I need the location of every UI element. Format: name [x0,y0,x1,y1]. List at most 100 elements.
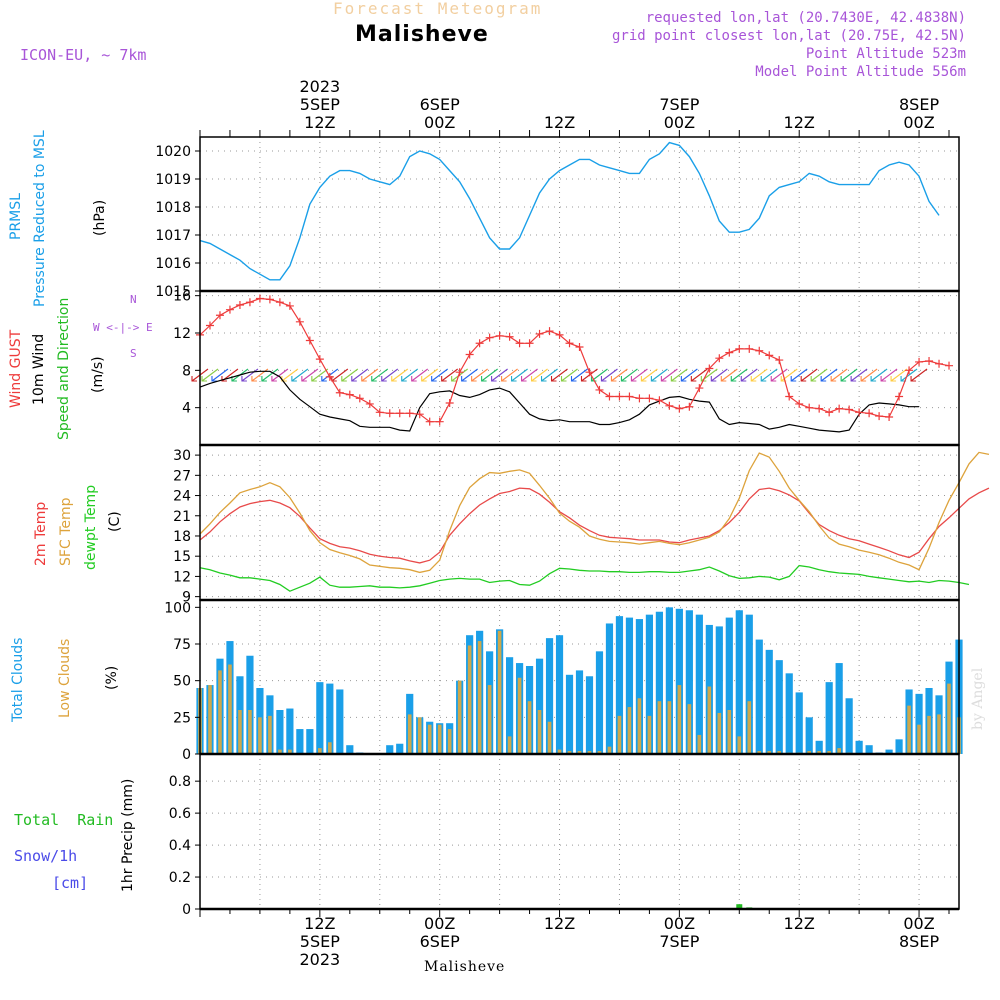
total-clouds-bar [685,610,693,754]
low-clouds-bar [527,701,532,754]
low-clouds-bar [947,683,951,754]
wind-direction-arrowhead [301,376,307,382]
y-tick-label: 24 [173,489,191,505]
wind-direction-arrowhead [441,376,447,382]
wind-direction-arrow [611,368,628,382]
total-clouds-bar [605,623,614,754]
total-clouds-bar [745,614,753,754]
total-clouds-bar [296,729,304,754]
y-tick-label: 9 [182,590,191,606]
wind-gust-marker [275,298,284,307]
wind-direction-arrow [890,368,908,382]
wind-direction-arrow [840,368,858,382]
wind-gust-marker [725,348,734,357]
wind-direction-arrowhead [670,376,677,382]
y-tick-label: 21 [173,509,191,525]
wind-gust-marker [775,356,784,365]
y-tick-label: 0.4 [169,838,191,854]
wind-gust-line [199,297,950,423]
low-clouds-bar [238,710,242,754]
time-label: 6SEP [420,95,460,114]
prmsl-line [199,141,940,281]
wind-gust-marker [895,392,904,401]
total-clouds-bar [865,745,873,754]
total-clouds-bar [715,626,723,754]
wind-gust-marker [295,317,304,326]
total-clouds-bar [835,663,843,754]
wind-direction-arrowhead [730,376,737,382]
y-tick-label: 12 [173,569,191,585]
wind-direction-arrowhead [760,376,767,382]
wind-direction-arrowhead [610,376,617,382]
wind-direction-arrow [800,368,818,382]
low-clouds-bar [757,751,762,754]
wind-direction-arrowhead [690,376,697,382]
wind-gust-marker [805,403,814,412]
grid-layer [200,137,959,910]
wind-direction-arrowhead [910,376,917,382]
wind-direction-arrowhead [850,376,857,382]
wind-direction-arrowhead [241,376,247,382]
panel-frame [199,444,960,601]
wind-direction-arrow [201,368,219,382]
total-clouds-bar [346,745,354,754]
total-clouds-bar [595,651,604,754]
frame-layer [195,130,960,917]
y-tick-label: 1016 [155,256,191,272]
time-label: 5SEP [300,932,340,951]
wind-gust-marker [355,394,364,403]
time-label: 5SEP [300,95,340,114]
wind-direction-arrow [291,368,309,382]
wind-gust-marker [705,364,714,373]
low-clouds-bar [697,734,702,754]
low-clouds-bar [717,712,722,754]
wind-gust-marker [505,332,514,341]
wind-direction-arrowhead [540,376,547,382]
total-clouds-bar [246,655,254,754]
wind-direction-arrowhead [401,376,407,382]
total-clouds-bar [635,619,644,754]
time-label: 6SEP [420,932,460,951]
wind-direction-arrow [571,368,588,382]
y-tick-label: 15 [173,549,191,565]
wind-direction-arrow [431,368,449,382]
wind-gust-marker [405,409,414,418]
low-clouds-bar [547,721,552,754]
time-label: 00Z [664,914,695,933]
wind-direction-arrowhead [890,376,897,382]
wind-gust-marker [635,394,644,403]
wind-gust-marker [735,344,744,353]
total-clouds-bar [805,717,813,754]
low-clouds-bar [447,729,452,754]
wind-direction-arrowhead [371,376,377,382]
wind-direction-arrowhead [550,376,557,382]
wind-gust-marker [845,405,854,414]
wind-gust-marker [335,388,344,397]
wind-direction-arrowhead [660,376,667,382]
wind-gust-marker [515,339,524,348]
time-label: 2023 [299,77,340,96]
wind-direction-arrow [361,368,379,382]
y-tick-label: 1020 [155,144,191,160]
wind-direction-arrow [750,368,768,382]
wind-direction-arrow [820,368,838,382]
wind-gust-marker [545,327,554,336]
wind-direction-arrow [760,368,778,382]
y-tick-label: 0 [182,902,191,918]
total-clouds-bar [815,740,823,754]
time-label: 12Z [784,914,815,933]
wind-gust-marker [235,301,244,309]
model-label: ICON-EU, ~ 7km [20,46,147,64]
wind-gust-marker [575,343,584,351]
wind-direction-arrow [661,368,678,382]
wind-direction-arrowhead [870,376,877,382]
wind-gust-marker [815,404,824,413]
low-clouds-bar [907,705,911,754]
low-clouds-bar [707,686,712,754]
wind-direction-arrowhead [391,376,397,382]
wind-gust-marker [285,301,294,310]
wind-direction-arrow [880,368,898,382]
low-clouds-bar [677,685,682,754]
low-clouds-bar [437,724,442,754]
